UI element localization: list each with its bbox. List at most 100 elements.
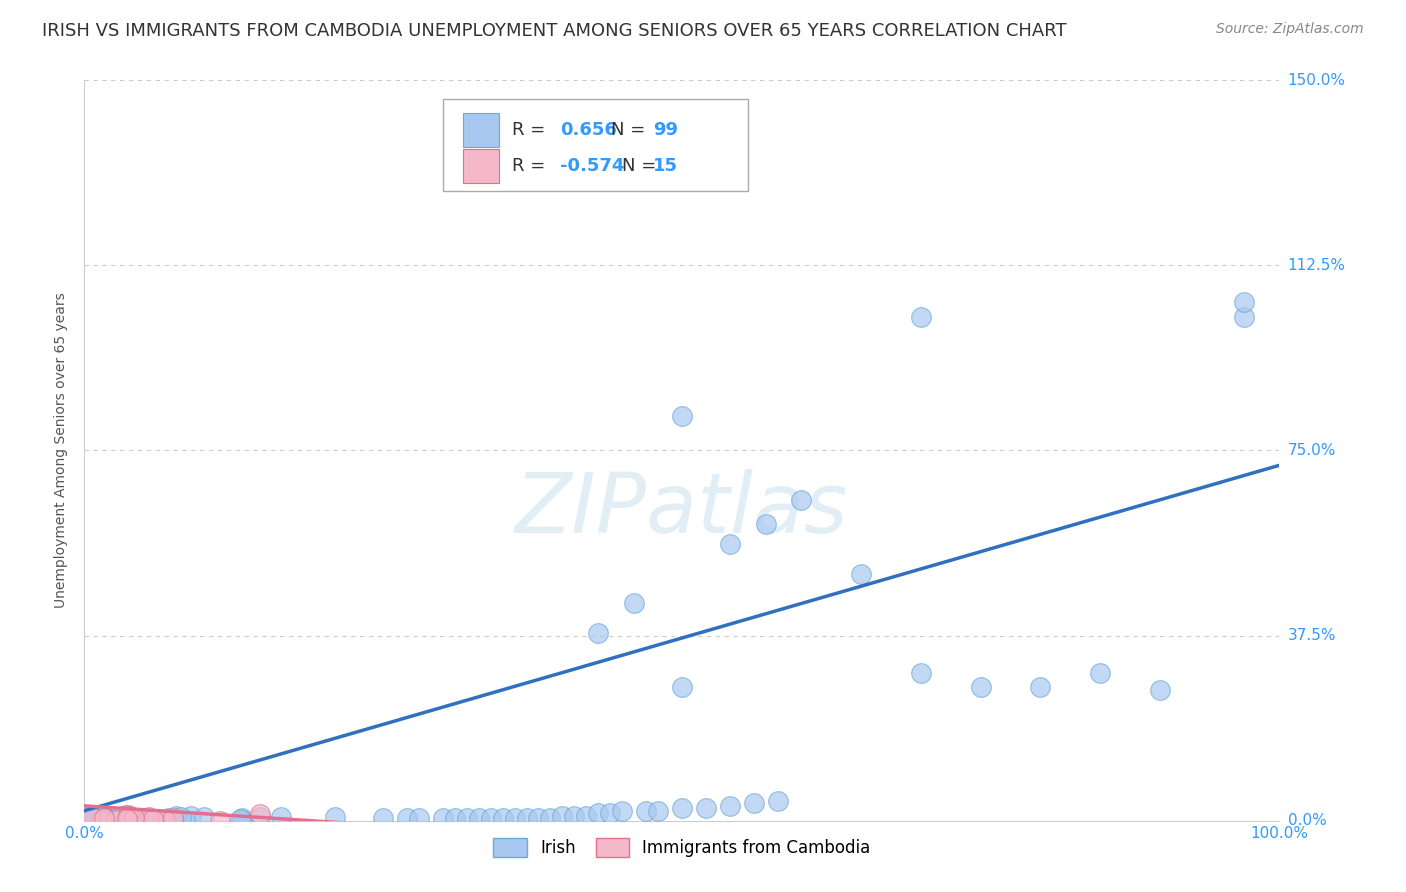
Point <box>671 409 693 423</box>
Point <box>89 813 111 827</box>
Point <box>98 812 121 826</box>
Point <box>516 811 538 825</box>
Point <box>180 809 202 823</box>
Point <box>588 806 610 821</box>
Point <box>766 794 789 808</box>
Point <box>77 812 100 826</box>
Point <box>138 809 160 823</box>
Text: 15: 15 <box>654 157 678 176</box>
Point <box>90 814 112 828</box>
Text: -0.574: -0.574 <box>560 157 624 176</box>
Text: 37.5%: 37.5% <box>1288 628 1336 643</box>
Point <box>718 537 741 551</box>
Point <box>142 812 165 826</box>
Point <box>101 814 124 828</box>
Point <box>115 812 138 826</box>
Point <box>373 811 395 825</box>
Point <box>193 810 215 824</box>
Text: N =: N = <box>612 120 651 139</box>
Point <box>408 811 430 825</box>
Point <box>173 813 195 827</box>
Point <box>468 811 491 825</box>
Point <box>647 804 669 818</box>
Point <box>79 814 101 828</box>
Point <box>229 813 252 827</box>
Text: 99: 99 <box>654 120 678 139</box>
Point <box>208 814 231 828</box>
Text: 0.0%: 0.0% <box>1288 814 1326 828</box>
Point <box>155 813 177 827</box>
Point <box>479 811 502 825</box>
Point <box>671 681 693 695</box>
Text: IRISH VS IMMIGRANTS FROM CAMBODIA UNEMPLOYMENT AMONG SENIORS OVER 65 YEARS CORRE: IRISH VS IMMIGRANTS FROM CAMBODIA UNEMPL… <box>42 22 1067 40</box>
Text: R =: R = <box>512 157 551 176</box>
Point <box>612 804 634 818</box>
Point <box>134 814 156 828</box>
FancyBboxPatch shape <box>463 112 499 147</box>
Point <box>444 811 467 825</box>
Point <box>143 812 166 826</box>
Point <box>169 810 191 824</box>
Point <box>77 811 100 825</box>
Point <box>112 811 135 825</box>
Point <box>124 811 146 825</box>
Point <box>540 811 562 825</box>
Point <box>1149 682 1171 697</box>
Point <box>551 808 574 822</box>
Point <box>129 812 152 826</box>
Point <box>117 808 139 822</box>
Point <box>121 813 143 827</box>
Point <box>114 812 136 826</box>
Point <box>114 808 136 822</box>
Text: N =: N = <box>623 157 662 176</box>
Point <box>79 809 101 823</box>
Point <box>718 798 741 813</box>
Point <box>249 810 271 824</box>
Point <box>910 665 932 680</box>
Point <box>456 811 478 825</box>
Text: 0.656: 0.656 <box>560 120 617 139</box>
Point <box>110 813 132 827</box>
Point <box>115 812 138 826</box>
Point <box>122 813 145 827</box>
Point <box>152 813 174 827</box>
Point <box>122 813 145 827</box>
Point <box>396 811 419 825</box>
Point <box>111 814 134 828</box>
Legend: Irish, Immigrants from Cambodia: Irish, Immigrants from Cambodia <box>486 831 877 864</box>
Point <box>94 813 117 827</box>
Point <box>575 808 598 822</box>
Point <box>156 812 179 826</box>
Point <box>790 492 813 507</box>
Text: Source: ZipAtlas.com: Source: ZipAtlas.com <box>1216 22 1364 37</box>
Point <box>1029 681 1052 695</box>
Text: R =: R = <box>512 120 551 139</box>
Point <box>970 681 993 695</box>
Point <box>104 813 127 827</box>
Point <box>1090 665 1112 680</box>
Point <box>89 813 111 827</box>
Point <box>112 814 135 828</box>
Point <box>564 808 586 822</box>
Point <box>94 812 117 826</box>
Point <box>162 811 184 825</box>
Point <box>120 814 142 828</box>
Point <box>103 813 125 827</box>
Point <box>90 810 112 824</box>
Point <box>910 310 932 325</box>
Point <box>104 814 127 828</box>
Point <box>122 812 145 826</box>
Point <box>110 810 132 824</box>
Point <box>77 814 100 828</box>
Point <box>80 809 103 823</box>
Point <box>599 806 621 821</box>
Point <box>108 810 131 824</box>
Point <box>249 806 271 821</box>
Point <box>162 813 184 827</box>
Point <box>165 809 187 823</box>
Point <box>157 813 180 827</box>
Point <box>124 813 146 827</box>
Point <box>755 517 778 532</box>
Point <box>117 808 139 822</box>
Point <box>93 812 115 826</box>
